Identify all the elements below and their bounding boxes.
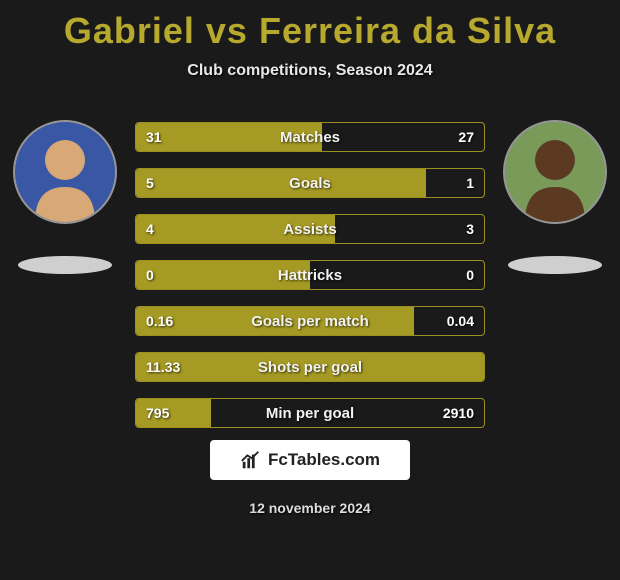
stat-row: 795Min per goal2910: [135, 398, 485, 428]
stat-label: Assists: [136, 221, 484, 238]
stat-value-right: 2910: [443, 405, 474, 421]
footer-date: 12 november 2024: [0, 500, 620, 516]
player-right-shadow: [508, 256, 602, 274]
stat-label: Goals: [136, 175, 484, 192]
stat-label: Matches: [136, 129, 484, 146]
player-left-column: [5, 120, 125, 274]
stat-row: 31Matches27: [135, 122, 485, 152]
stat-label: Shots per goal: [136, 359, 484, 376]
stat-row: 5Goals1: [135, 168, 485, 198]
stat-value-right: 1: [466, 175, 474, 191]
chart-icon: [240, 449, 262, 471]
stat-value-right: 3: [466, 221, 474, 237]
stat-row: 11.33Shots per goal: [135, 352, 485, 382]
stats-container: 31Matches275Goals14Assists30Hattricks00.…: [135, 122, 485, 444]
stat-row: 4Assists3: [135, 214, 485, 244]
footer-logo: FcTables.com: [210, 440, 410, 480]
footer-brand-text: FcTables.com: [268, 450, 380, 470]
stat-label: Min per goal: [136, 405, 484, 422]
stat-value-right: 0: [466, 267, 474, 283]
player-left-shadow: [18, 256, 112, 274]
stat-row: 0Hattricks0: [135, 260, 485, 290]
stat-value-right: 27: [458, 129, 474, 145]
stat-value-right: 0.04: [447, 313, 474, 329]
stat-label: Hattricks: [136, 267, 484, 284]
player-right-avatar: [503, 120, 607, 224]
stat-label: Goals per match: [136, 313, 484, 330]
subtitle: Club competitions, Season 2024: [0, 62, 620, 80]
player-right-column: [495, 120, 615, 274]
stat-row: 0.16Goals per match0.04: [135, 306, 485, 336]
page-title: Gabriel vs Ferreira da Silva: [0, 0, 620, 52]
player-left-avatar: [13, 120, 117, 224]
